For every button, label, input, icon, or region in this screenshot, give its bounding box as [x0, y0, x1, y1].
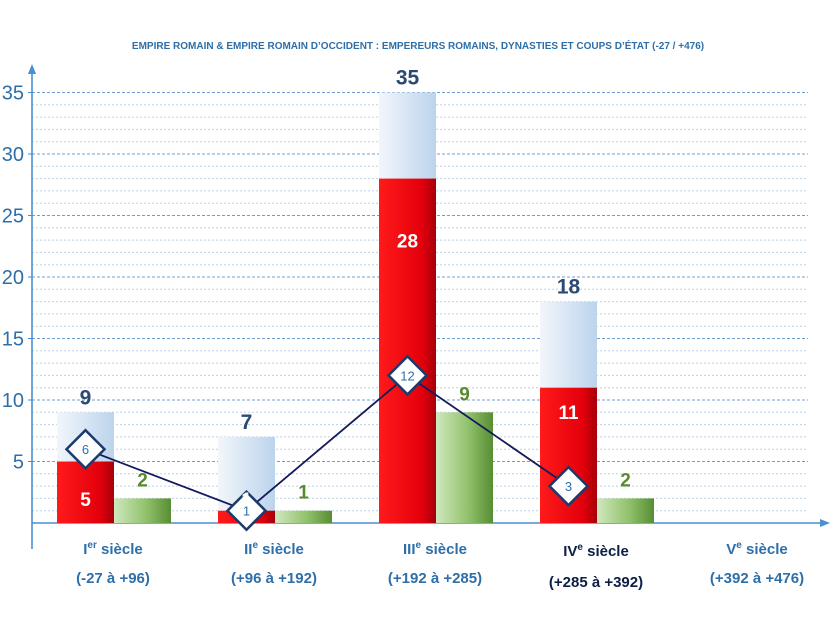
category-labels: Ier siècle (-27 à +96) IIe siècle (+96 à +1… [76, 540, 804, 591]
category-label: Ve siècle [726, 540, 787, 558]
category-range: (+285 à +392) [549, 574, 643, 591]
total-bar [379, 92, 436, 179]
y-tick-label: 20 [2, 267, 24, 289]
marker-label: 1 [243, 504, 250, 519]
bars [57, 92, 654, 523]
marker-label: 3 [565, 479, 572, 494]
x-axis-arrow [820, 519, 830, 527]
diamond-marker [386, 354, 429, 397]
dynasty-label: 1 [298, 483, 309, 504]
marker-label: 12 [400, 368, 414, 383]
y-tick-label: 10 [2, 390, 24, 412]
y-tick-label: 25 [2, 206, 24, 228]
usurpation-label: 1 [241, 490, 252, 511]
category-range: (-27 à +96) [76, 570, 150, 587]
marker-label: 6 [82, 442, 89, 457]
chart-title: EMPIRE ROMAIN & EMPIRE ROMAIN D’OCCIDENT… [132, 39, 704, 52]
category-range: (+96 à +192) [231, 570, 317, 587]
total-label: 35 [396, 67, 420, 90]
total-label: 7 [241, 411, 253, 434]
usurpation-label: 28 [397, 232, 418, 253]
total-label: 18 [557, 276, 581, 299]
y-tick-label: 35 [2, 83, 24, 105]
dynasty-bar [436, 412, 493, 523]
diamond-marker [64, 428, 107, 470]
dynasty-bar [114, 498, 171, 523]
diamond-marker [547, 465, 590, 507]
usurpation-label: 11 [558, 403, 579, 424]
y-tick-label: 5 [13, 452, 24, 474]
usurpation-label: 5 [80, 490, 91, 511]
line-path [85, 374, 570, 512]
dynasty-label: 9 [459, 384, 470, 405]
total-label: 9 [80, 386, 92, 409]
y-axis-arrow [28, 64, 36, 74]
y-tick-label: 15 [2, 329, 24, 351]
y-tick-label: 30 [2, 144, 24, 166]
category-range: (+192 à +285) [388, 570, 482, 587]
dynasty-bar [597, 498, 654, 523]
category-label: IVe siècle [563, 542, 629, 560]
category-range: (+392 à +476) [710, 570, 804, 587]
dynasty-label: 2 [137, 470, 148, 491]
dynasty-label: 2 [620, 470, 631, 491]
dynasty-bar [275, 510, 332, 523]
total-bar [540, 301, 597, 388]
category-label: IIe siècle [244, 540, 304, 558]
usurpation-bar [379, 178, 436, 523]
category-label: Ier siècle [83, 540, 143, 558]
usurpation-bar [57, 461, 114, 523]
diamond-marker [225, 489, 268, 532]
category-label: IIIe siècle [403, 540, 467, 558]
